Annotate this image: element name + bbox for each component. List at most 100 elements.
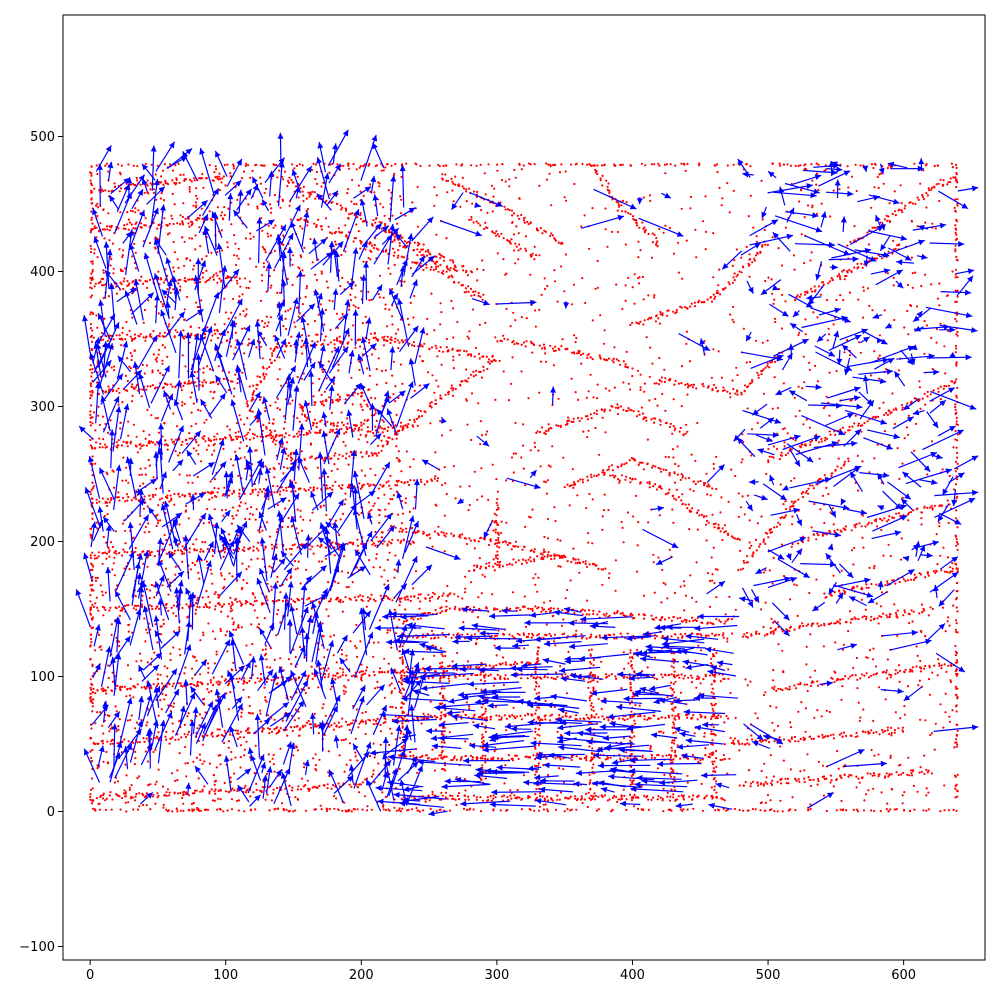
point-marker [108,794,111,797]
point-marker [91,568,94,572]
point-marker [724,620,727,623]
point-marker [326,787,329,790]
point-marker [89,244,92,248]
point-marker [409,755,412,758]
point-marker [603,163,606,166]
point-marker [489,715,493,718]
point-marker [391,599,394,602]
point-marker [89,633,93,636]
point-marker [125,810,128,813]
point-marker [551,347,555,350]
point-marker [426,254,429,257]
point-marker [653,714,656,718]
point-marker [231,380,234,383]
point-marker [546,808,549,811]
point-marker [102,284,105,287]
point-marker [806,291,809,294]
point-marker [214,165,217,168]
point-marker [306,416,309,419]
point-marker [955,228,958,231]
point-marker [679,808,682,811]
point-marker [956,439,959,442]
point-marker [179,682,182,685]
point-marker [927,187,930,190]
point-marker [418,810,422,813]
point-marker [126,499,129,502]
point-marker [727,281,730,284]
point-marker [520,213,523,217]
point-marker [799,164,802,167]
point-marker [101,739,104,742]
point-marker [411,261,414,264]
point-marker [954,403,957,406]
point-marker [201,550,205,553]
point-marker [558,798,562,801]
point-marker [633,735,636,738]
point-marker [388,484,391,487]
point-marker [93,808,96,811]
point-marker [692,794,695,797]
point-marker [786,163,789,166]
point-marker [223,214,226,217]
point-marker [706,622,709,625]
point-marker [412,425,415,428]
point-marker [328,600,331,603]
point-marker [752,551,755,554]
point-marker [823,439,827,442]
point-marker [710,683,713,686]
point-marker [437,163,440,166]
point-marker [675,498,678,501]
point-marker [684,432,687,435]
point-marker [369,483,372,486]
point-marker [300,345,303,348]
point-marker [90,189,93,192]
point-marker [650,756,653,759]
point-marker [706,386,710,389]
point-marker [89,281,92,285]
point-marker [926,194,930,197]
point-marker [399,732,402,735]
point-marker [547,810,550,813]
point-marker [532,550,536,553]
point-marker [857,424,860,427]
point-marker [916,196,919,199]
point-marker [319,400,322,403]
point-marker [132,808,135,811]
point-marker [258,680,261,683]
point-marker [629,716,632,719]
point-marker [287,181,290,184]
point-marker [440,665,443,668]
point-marker [177,549,180,552]
point-marker [649,317,652,320]
point-marker [361,455,364,458]
point-marker [550,676,553,679]
point-marker [302,344,305,347]
point-marker [600,408,603,411]
point-marker [723,757,727,761]
point-marker [601,715,604,718]
point-marker [291,163,294,166]
point-marker [123,685,126,688]
point-marker [327,673,330,676]
point-marker [667,714,670,717]
point-marker [142,282,145,285]
point-marker [842,464,845,467]
point-marker [252,390,256,393]
point-marker [645,419,648,422]
point-marker [712,709,715,713]
point-marker [609,409,612,412]
point-marker [578,419,581,423]
point-marker [89,410,92,413]
point-marker [379,483,382,486]
point-marker [407,598,410,601]
point-marker [156,684,159,687]
point-marker [90,287,94,290]
point-marker [532,676,535,679]
point-marker [433,714,436,718]
point-marker [508,209,511,212]
point-marker [778,162,781,165]
point-marker [481,754,484,757]
point-marker [672,425,675,428]
point-marker [955,420,958,423]
point-marker [779,517,782,520]
